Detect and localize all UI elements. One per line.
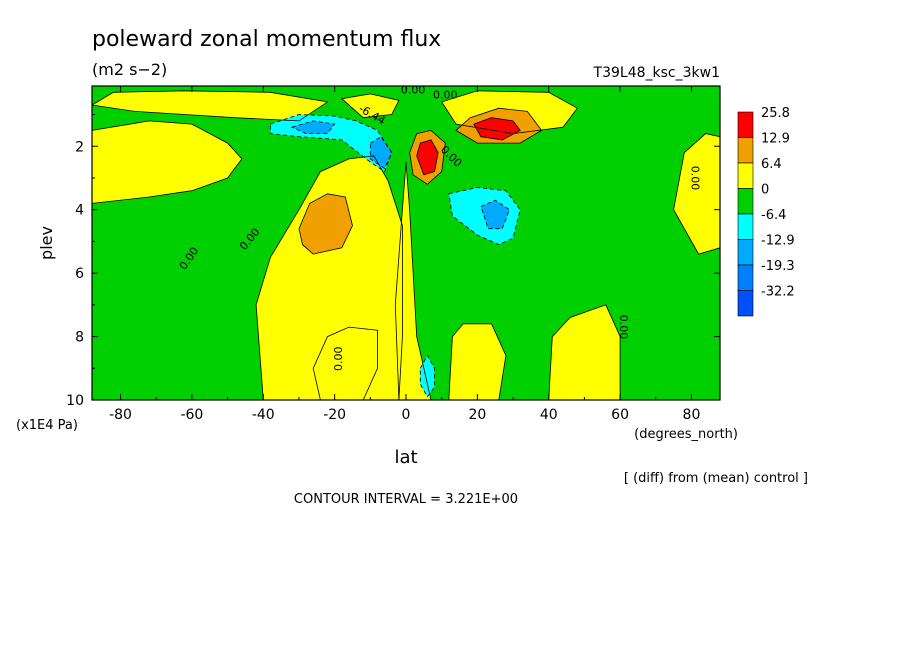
y-axis-label: plev xyxy=(37,226,56,260)
legend-label: -19.3 xyxy=(761,259,795,274)
contour-line xyxy=(419,354,435,398)
field-region-cold xyxy=(370,136,392,169)
contour-line xyxy=(673,133,720,255)
field-region-warm xyxy=(299,193,353,255)
x-tick-label: 60 xyxy=(611,407,629,423)
x-tick-label: 80 xyxy=(683,407,701,423)
legend-swatch xyxy=(737,290,754,317)
y-axis-units: (x1E4 Pa) xyxy=(16,418,78,433)
legend-swatch xyxy=(737,137,754,164)
contour-label: 0.00 xyxy=(332,347,345,372)
legend-swatch xyxy=(737,111,754,138)
field-region-hot xyxy=(416,139,439,175)
field-region-positive xyxy=(92,90,328,121)
legend-swatch xyxy=(737,188,754,215)
y-tick-label: 6 xyxy=(75,266,84,282)
contour-line xyxy=(369,136,393,170)
legend-label: -6.4 xyxy=(761,208,786,223)
contour-interval: CONTOUR INTERVAL = 3.221E+00 xyxy=(294,492,518,507)
contour-label: 0.00 xyxy=(433,89,458,102)
x-tick-label: 20 xyxy=(468,407,486,423)
contour-line xyxy=(92,120,243,204)
contour-line xyxy=(416,139,439,176)
field-region-positive xyxy=(673,133,720,255)
contour-line xyxy=(455,107,543,144)
contour-line xyxy=(255,155,403,400)
contour-line xyxy=(312,326,378,400)
contour-line xyxy=(480,199,510,230)
x-axis-label: lat xyxy=(394,447,417,468)
field-region-positive xyxy=(341,93,399,118)
contour-label: 0.00 xyxy=(688,166,701,191)
contour-label: 0.00 xyxy=(401,83,426,96)
contour-line xyxy=(394,162,432,400)
legend-swatch xyxy=(737,239,754,266)
diff-note: [ (diff) from (mean) control ] xyxy=(624,471,808,486)
contour-label: 0.00 xyxy=(617,315,630,340)
legend-swatch xyxy=(737,162,754,189)
field-region-positive xyxy=(548,304,621,400)
contour-line xyxy=(409,129,446,185)
chart-title: poleward zonal momentum flux xyxy=(92,27,441,52)
x-tick-label: -40 xyxy=(252,407,275,423)
contour-line xyxy=(298,193,353,255)
y-tick-label: 8 xyxy=(75,330,84,346)
contour-line xyxy=(92,90,329,122)
legend-label: -12.9 xyxy=(761,234,795,249)
y-tick-label: 4 xyxy=(75,203,84,219)
legend-label: 0 xyxy=(761,183,769,198)
legend-label: 6.4 xyxy=(761,157,782,172)
field-region-positive xyxy=(92,120,242,204)
field-region-hot xyxy=(473,117,521,140)
contour-line xyxy=(548,304,621,400)
field-region-positive xyxy=(395,162,431,400)
contour-line xyxy=(473,117,521,141)
chart-units: (m2 s−2) xyxy=(92,60,167,79)
field-region-cold xyxy=(480,200,510,229)
x-tick-label: -80 xyxy=(109,407,132,423)
contour-line xyxy=(441,90,578,135)
color-legend: 25.8 12.9 6.4 0 -6.4 -12.9 -19.3 -32.2 xyxy=(737,106,795,317)
contour-line xyxy=(269,114,393,173)
field-region-cold xyxy=(291,120,335,134)
legend-swatch xyxy=(737,264,754,291)
x-tick-label: 0 xyxy=(402,407,411,423)
legend-label: -32.2 xyxy=(761,285,795,300)
field-region-positive xyxy=(448,323,506,400)
y-tick-label: 10 xyxy=(66,393,84,409)
contour-line xyxy=(340,93,400,119)
contour-line xyxy=(448,187,521,246)
contour-line xyxy=(290,120,336,135)
x-tick-label: -20 xyxy=(323,407,346,423)
field-region-positive xyxy=(313,327,378,400)
legend-label: 12.9 xyxy=(761,132,790,147)
x-tick-label: 40 xyxy=(540,407,558,423)
x-tick-label: -60 xyxy=(180,407,203,423)
field-region-cool xyxy=(420,355,435,397)
x-axis-units: (degrees_north) xyxy=(634,427,738,442)
legend-swatch xyxy=(737,213,754,240)
plot-area xyxy=(92,86,720,400)
y-tick-label: 2 xyxy=(75,139,84,155)
contour-line xyxy=(448,323,507,400)
experiment-label: T39L48_ksc_3kw1 xyxy=(593,65,720,81)
legend-label: 25.8 xyxy=(761,106,790,121)
